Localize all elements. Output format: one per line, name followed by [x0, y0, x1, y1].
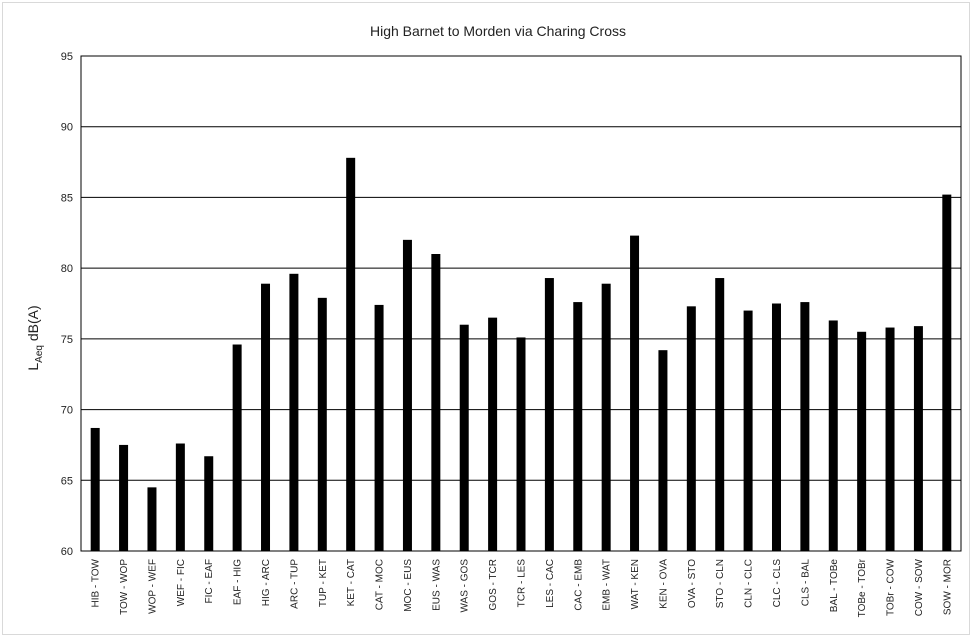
x-category-label: LES - CAC — [545, 559, 556, 608]
y-axis-label-main: L — [25, 363, 41, 371]
y-tick-label: 85 — [61, 192, 73, 204]
x-category-label: KEN - OVA — [658, 559, 669, 609]
bar-1 — [90, 427, 100, 551]
x-axis-labels: HIB - TOW TOW - WOP WOP - WEF WEF - FIC FIC … — [91, 558, 954, 617]
x-category-label: EAF - HIG — [233, 559, 244, 605]
bar-11 — [374, 304, 384, 551]
bar-4 — [175, 443, 185, 551]
bar-20 — [630, 235, 640, 551]
bar-5 — [204, 456, 214, 551]
bar-13 — [431, 254, 441, 551]
plot-area — [80, 55, 962, 552]
y-axis-ticks: 60 65 70 75 80 85 90 95 — [61, 51, 73, 558]
bar-22 — [686, 306, 696, 551]
x-category-label: ARC - TUP — [289, 559, 300, 609]
x-category-label: GOS - TCR — [488, 559, 499, 610]
bar-6 — [232, 344, 242, 551]
bar-24 — [743, 310, 753, 551]
y-tick-label: 65 — [61, 475, 73, 487]
y-axis-label-unit: dB(A) — [25, 305, 41, 345]
y-tick-label: 60 — [61, 546, 73, 558]
x-category-label: STO - CLN — [715, 559, 726, 608]
x-category-label: BAL - TOBe — [829, 559, 840, 613]
x-category-label: WOP - WEF — [147, 559, 158, 614]
bar-23 — [715, 278, 725, 551]
chart-title: High Barnet to Morden via Charing Cross — [370, 23, 626, 39]
x-category-label: CAC - EMB — [573, 559, 584, 611]
x-category-label: TOW - WOP — [119, 559, 130, 615]
bar-16 — [516, 337, 526, 551]
x-category-label: EUS - WAS — [431, 559, 442, 611]
x-category-label: HIG - ARC — [261, 559, 272, 606]
x-category-label: KET - CAT — [346, 559, 357, 606]
x-category-label: FIC - EAF — [204, 559, 215, 603]
y-tick-label: 80 — [61, 263, 73, 275]
bar-14 — [459, 324, 469, 551]
x-category-label: TOBr - COW — [886, 558, 897, 616]
bar-7 — [261, 283, 271, 551]
x-category-label: WAS - GOS — [460, 559, 471, 613]
x-category-label: TOBe - TOBr — [857, 558, 868, 617]
x-category-label: WAT - KEN — [630, 559, 641, 609]
x-category-label: HIB - TOW — [91, 558, 102, 607]
bar-8 — [289, 273, 299, 551]
y-axis-label: LAeq dB(A) — [25, 305, 45, 370]
y-tick-label: 90 — [61, 122, 73, 134]
x-category-label: TUP - KET — [318, 559, 329, 607]
x-category-label: COW - SOW — [914, 558, 925, 616]
bar-15 — [488, 317, 498, 551]
bar-27 — [828, 320, 838, 551]
bar-9 — [317, 297, 327, 551]
bar-10 — [346, 157, 356, 552]
y-tick-label: 70 — [61, 405, 73, 417]
x-category-label: SOW - MOR — [942, 559, 953, 615]
bars — [90, 157, 952, 552]
bar-29 — [885, 327, 895, 551]
x-category-label: CLC - CLS — [772, 559, 783, 608]
bar-21 — [658, 350, 668, 551]
x-category-label: CAT - MOC — [375, 559, 386, 610]
bar-18 — [573, 302, 583, 551]
x-category-label: TCR - LES — [517, 559, 528, 608]
bar-17 — [544, 278, 554, 551]
bar-26 — [800, 302, 810, 551]
bar-31 — [942, 194, 952, 551]
x-category-label: MOC - EUS — [403, 559, 414, 612]
y-tick-label: 75 — [61, 334, 73, 346]
bar-19 — [601, 283, 611, 551]
bar-25 — [771, 303, 781, 551]
x-category-label: EMB - WAT — [602, 559, 613, 611]
x-category-label: CLN - CLC — [744, 559, 755, 608]
y-tick-label: 95 — [61, 51, 73, 63]
bar-2 — [119, 444, 129, 551]
x-category-label: OVA - STO — [687, 559, 698, 608]
bar-12 — [402, 239, 412, 551]
bar-30 — [913, 326, 923, 551]
y-axis-label-subscript: Aeq — [34, 345, 45, 363]
bar-28 — [857, 331, 867, 551]
x-category-label: WEF - FIC — [176, 559, 187, 606]
x-category-label: CLS - BAL — [800, 559, 811, 607]
bar-3 — [147, 487, 157, 551]
